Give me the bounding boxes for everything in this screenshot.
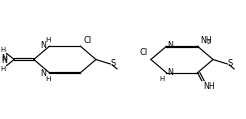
Text: N: N [40, 69, 46, 78]
Text: N: N [168, 41, 173, 50]
Text: H: H [0, 47, 6, 53]
Text: 2: 2 [206, 40, 210, 45]
Text: N: N [1, 57, 7, 65]
Text: NH: NH [203, 82, 215, 91]
Text: H: H [46, 37, 51, 43]
Text: S: S [111, 59, 116, 68]
Text: N: N [40, 41, 46, 50]
Text: H: H [159, 76, 165, 82]
Text: H: H [0, 66, 6, 72]
Text: Cl: Cl [83, 36, 92, 45]
Text: NH: NH [200, 36, 212, 45]
Text: H: H [46, 76, 51, 82]
Text: S: S [228, 59, 233, 68]
Text: N: N [1, 54, 7, 62]
Text: Cl: Cl [140, 48, 148, 57]
Text: N: N [167, 68, 173, 77]
